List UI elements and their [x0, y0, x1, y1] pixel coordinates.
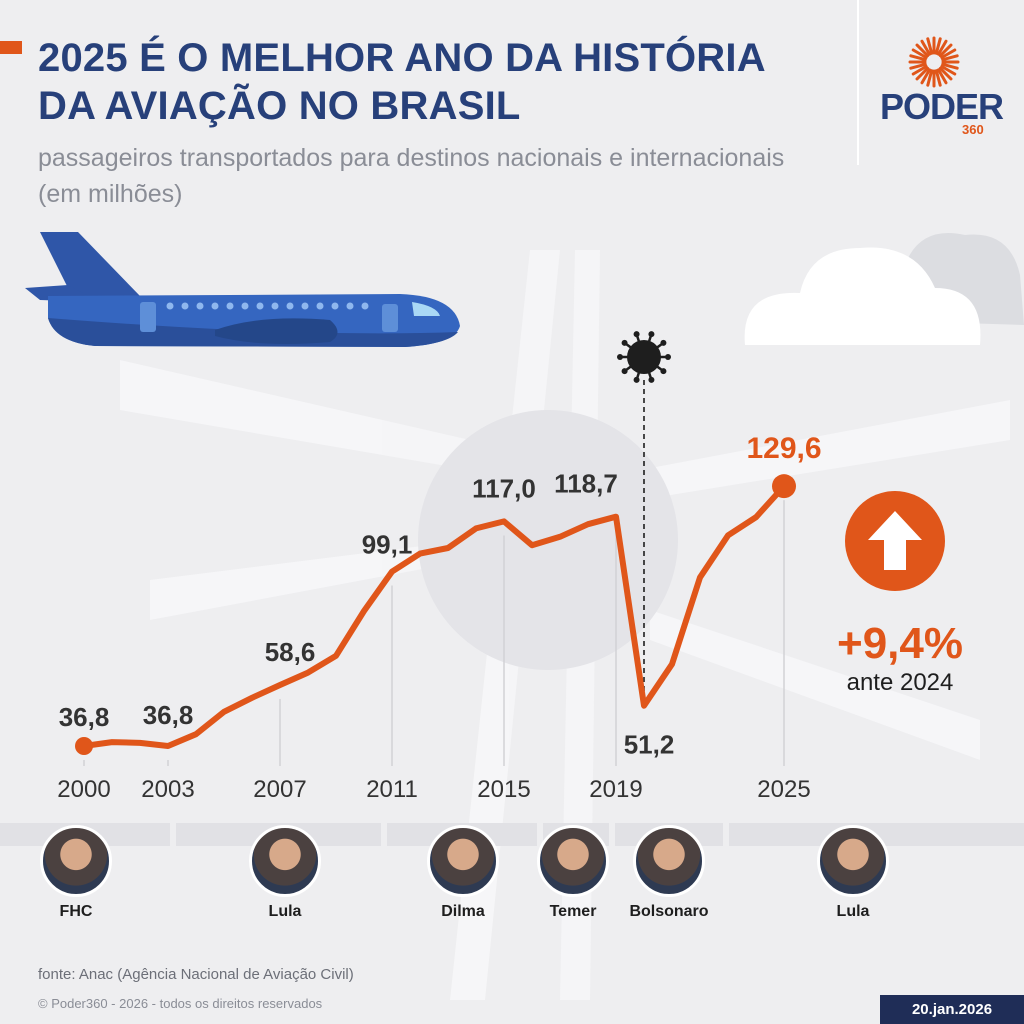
data-label: 51,2: [624, 730, 675, 760]
avatar: [537, 825, 609, 897]
pandemic-marker: [617, 331, 671, 700]
president-name: Lula: [836, 903, 870, 920]
page-title: 2025 É O MELHOR ANO DA HISTÓRIA DA AVIAÇ…: [38, 36, 765, 128]
data-label: 36,8: [143, 700, 194, 730]
x-tick-label: 2000: [57, 776, 110, 803]
series-line: [81, 483, 787, 749]
data-label: 117,0: [472, 473, 536, 503]
title-accent-bar: [0, 41, 22, 54]
data-label: 36,8: [59, 702, 110, 732]
x-tick-label: 2015: [477, 776, 530, 803]
page-subtitle: passageiros transportados para destinos …: [38, 144, 785, 208]
x-tick-label: 2003: [141, 776, 194, 803]
x-axis-ticks: 2000 2003 2007 2011 2015 2019 2025: [57, 776, 810, 803]
date-badge: 20.jan.2026: [880, 995, 1024, 1024]
airplane-icon: [25, 232, 460, 347]
avatar: [249, 825, 321, 897]
data-point: [75, 737, 93, 755]
avatar: [633, 825, 705, 897]
brand-sub: 360: [962, 122, 984, 137]
data-label: 118,7: [554, 469, 618, 499]
brand-name: PODER: [880, 86, 1004, 127]
poder360-logo: PODER 360: [876, 35, 1004, 145]
cloud-icon: [744, 233, 1024, 345]
avatar: [427, 825, 499, 897]
x-tick-label: 2007: [253, 776, 306, 803]
brand-divider: [857, 0, 859, 165]
president-name: Temer: [549, 903, 597, 920]
president-temer: Temer: [518, 825, 628, 921]
avatar: [817, 825, 889, 897]
x-tick-label: 2025: [757, 776, 810, 803]
change-note: ante 2024: [846, 669, 954, 696]
data-label: 129,6: [746, 432, 821, 465]
change-callout: +9,4% ante 2024: [790, 620, 1010, 698]
copyright-note: © Poder360 - 2026 - todos os direitos re…: [38, 996, 323, 1011]
president-bolsonaro: Bolsonaro: [614, 825, 724, 921]
president-lula-1: Lula: [230, 825, 340, 921]
x-tick-label: 2019: [589, 776, 642, 803]
president-fhc: FHC: [21, 825, 131, 921]
source-note: fonte: Anac (Agência Nacional de Aviação…: [38, 966, 354, 983]
president-lula-2: Lula: [798, 825, 908, 921]
president-name: Dilma: [441, 903, 485, 920]
virus-icon: [617, 331, 671, 383]
avatar: [40, 825, 112, 897]
data-labels: 36,8 36,8 58,6 99,1 117,0 118,7 51,2 129,6: [59, 432, 822, 760]
president-name: Lula: [268, 903, 302, 920]
data-points: [75, 474, 796, 755]
up-arrow-icon: [845, 491, 945, 591]
data-point: [772, 474, 796, 499]
sunburst-icon: [908, 36, 960, 88]
president-name: FHC: [59, 903, 93, 920]
president-name: Bolsonaro: [629, 903, 709, 920]
data-label: 99,1: [362, 530, 413, 560]
gridlines: [83, 500, 785, 766]
data-label: 58,6: [265, 637, 316, 667]
change-value: +9,4%: [837, 619, 963, 668]
x-tick-label: 2011: [366, 776, 418, 803]
president-dilma: Dilma: [408, 825, 518, 921]
